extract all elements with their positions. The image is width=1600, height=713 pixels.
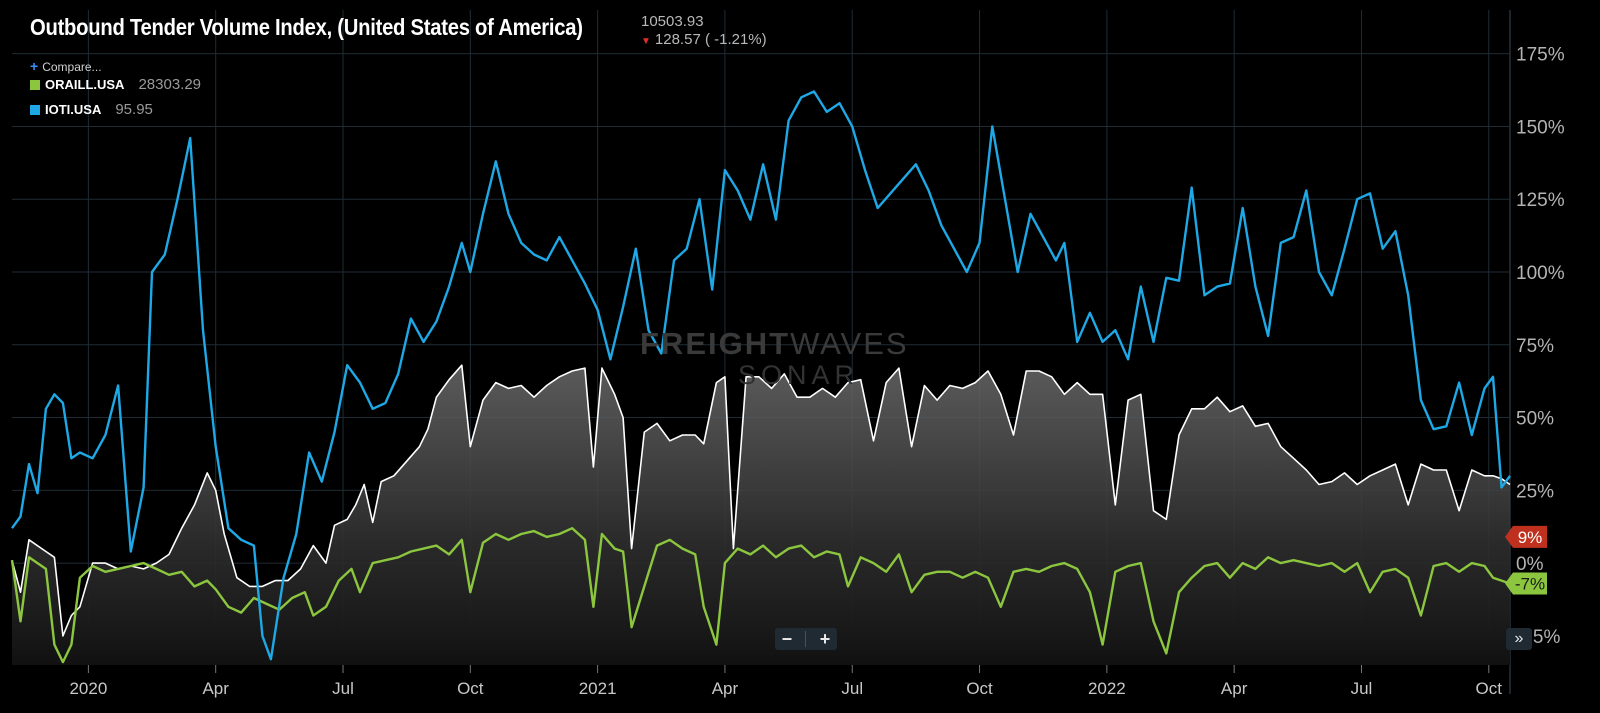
x-tick-label: Apr — [202, 679, 229, 698]
legend-name: ORAILL.USA — [45, 77, 125, 92]
axis-layer: -25%0%25%50%75%100%125%150%175%2020 Apr Ju… — [69, 45, 1564, 698]
x-tick-label: 2020 — [69, 679, 107, 698]
badge-layer: 9% -7% — [1505, 525, 1547, 595]
badge-shape — [1505, 572, 1547, 595]
price-change-text: 128.57 ( -1.21%) — [654, 31, 767, 48]
zoom-separator — [805, 631, 807, 647]
legend-swatch-green — [30, 80, 40, 90]
chart-title: Outbound Tender Volume Index, (United St… — [30, 14, 583, 40]
legend-item-ioti[interactable]: IOTI.USA 95.95 — [30, 101, 153, 118]
y-tick-label: 0% — [1516, 554, 1544, 575]
y-tick-label: 125% — [1516, 190, 1565, 211]
badge-label: -7% — [1515, 574, 1545, 593]
x-tick-label: Oct — [966, 679, 993, 698]
watermark-product: SONAR — [738, 360, 860, 390]
plus-icon: + — [30, 58, 39, 74]
x-tick-label: 2021 — [579, 679, 617, 698]
x-tick-label: Jul — [1351, 679, 1373, 698]
y-tick-label: 100% — [1516, 263, 1565, 284]
legend-value: 28303.29 — [138, 76, 202, 93]
series-layer — [10, 90, 1511, 665]
last-price: 10503.93 — [641, 13, 704, 30]
series-line-oraill-usa — [10, 527, 1511, 664]
y-tick-label: 175% — [1516, 45, 1565, 66]
zoom-controls: − + — [775, 628, 837, 650]
value-badge-otvi-usa: 9% — [1505, 525, 1547, 548]
expand-button[interactable]: » — [1506, 628, 1532, 650]
price-change: ▼ 128.57 ( -1.21%) — [641, 31, 767, 48]
y-tick-label: 75% — [1516, 336, 1554, 357]
series-area-otvi-usa — [12, 365, 1510, 665]
legend-swatch-blue — [30, 105, 40, 115]
x-tick-label: Jul — [332, 679, 354, 698]
zoom-out-button[interactable]: − — [781, 629, 793, 649]
watermark-brand: FREIGHTWAVES — [640, 326, 909, 361]
compare-label: Compare... — [42, 60, 102, 74]
y-tick-label: 25% — [1516, 481, 1554, 502]
y-tick-label: 50% — [1516, 409, 1554, 430]
compare-button[interactable]: + Compare... — [30, 58, 102, 74]
x-tick-label: Apr — [712, 679, 739, 698]
legend-item-oraill[interactable]: ORAILL.USA 28303.29 — [30, 76, 201, 93]
x-tick-label: Oct — [1476, 679, 1503, 698]
badge-shape — [1505, 525, 1547, 548]
value-badge-oraill-usa: -7% — [1505, 572, 1547, 595]
legend-value: 95.95 — [115, 101, 153, 118]
x-tick-label: Jul — [841, 679, 863, 698]
series-line-otvi-usa — [11, 364, 1511, 637]
y-tick-label: 150% — [1516, 117, 1565, 138]
badge-label: 9% — [1518, 528, 1543, 547]
zoom-in-button[interactable]: + — [819, 629, 831, 649]
down-arrow-icon: ▼ — [641, 36, 651, 47]
legend-name: IOTI.USA — [45, 102, 102, 117]
x-tick-label: Apr — [1221, 679, 1248, 698]
x-tick-label: Oct — [457, 679, 484, 698]
series-line-ioti-usa — [11, 90, 1511, 661]
x-tick-label: 2022 — [1088, 679, 1126, 698]
